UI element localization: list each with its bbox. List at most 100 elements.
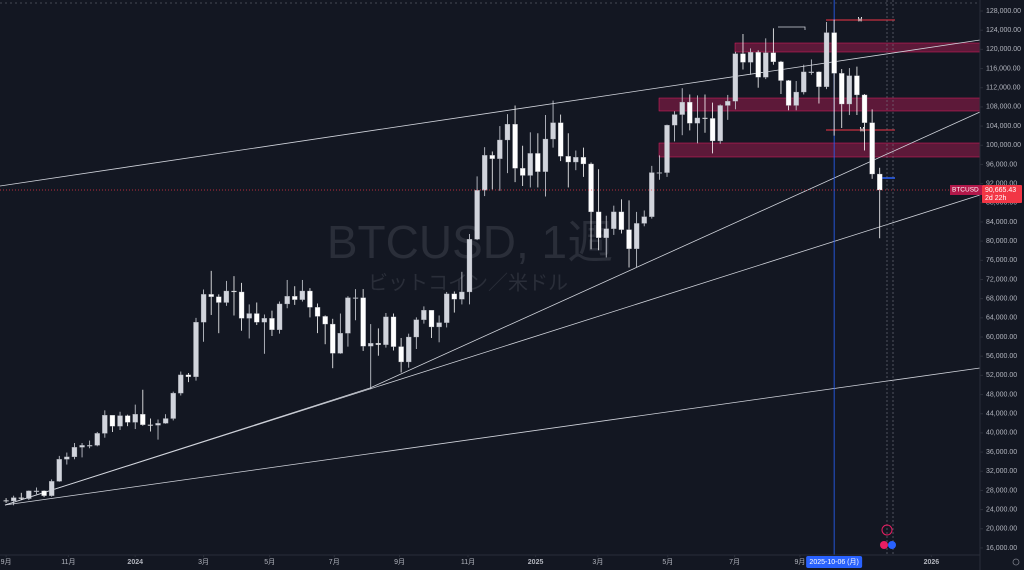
candle-body — [801, 71, 807, 93]
event-icon[interactable] — [888, 541, 896, 549]
badge-symbol: BTCUSD — [952, 187, 979, 194]
candle-body — [330, 323, 336, 354]
x-tick-label: 2025 — [528, 559, 544, 566]
candle-body — [588, 163, 594, 213]
candle-body — [390, 316, 397, 347]
candle-body — [649, 172, 655, 217]
candle-body — [504, 124, 511, 141]
y-tick-label: 44,000.00 — [986, 411, 1017, 418]
candle-body — [527, 153, 533, 176]
y-tick-label: 60,000.00 — [986, 334, 1017, 341]
candle-body — [671, 114, 678, 126]
candle-body — [322, 316, 328, 325]
trendline — [369, 111, 981, 389]
trendline — [4, 367, 981, 506]
candle-body — [747, 52, 754, 63]
candle-body — [413, 319, 419, 338]
y-tick-label: 52,000.00 — [986, 372, 1017, 379]
candle-body — [398, 346, 404, 363]
candle-body — [124, 415, 131, 423]
candle-body — [466, 239, 473, 293]
candle-body — [352, 297, 359, 299]
candle-body — [216, 296, 222, 303]
candle-body — [877, 173, 883, 191]
candle-body — [633, 223, 640, 249]
candle-body — [869, 122, 875, 175]
candle-body — [595, 211, 602, 238]
candle-body — [18, 497, 24, 499]
candle-body — [512, 124, 518, 169]
candle-body — [238, 291, 245, 319]
candle-body — [276, 303, 283, 330]
candle-body — [580, 157, 587, 165]
settings-icon[interactable] — [1012, 558, 1020, 566]
trendline — [4, 194, 981, 506]
candle-body — [725, 101, 731, 106]
candle-body — [854, 75, 860, 96]
crosshair-label-bg — [806, 556, 863, 568]
candle-body — [785, 80, 792, 106]
candle-body — [755, 52, 761, 78]
y-tick-label: 40,000.00 — [986, 430, 1017, 437]
y-tick-label: 104,000.00 — [986, 123, 1021, 130]
y-tick-label: 16,000.00 — [986, 545, 1017, 552]
y-tick-label: 64,000.00 — [986, 315, 1017, 322]
candle-body — [520, 168, 526, 176]
candle-body — [474, 190, 480, 240]
candle-body — [406, 336, 412, 363]
candle-body — [86, 445, 93, 447]
y-tick-label: 32,000.00 — [986, 468, 1017, 475]
candle-body — [3, 500, 9, 502]
x-tick-label: 11月 — [61, 558, 75, 566]
y-tick-label: 116,000.00 — [986, 65, 1021, 72]
trendline — [0, 39, 981, 187]
zone — [658, 142, 981, 158]
candle-body — [261, 318, 268, 323]
candle-body — [231, 290, 237, 293]
candle-body — [793, 91, 799, 106]
badge-price-bg — [982, 185, 1022, 204]
candle-body — [558, 122, 564, 157]
candle-body — [687, 101, 693, 124]
x-tick-label: 9月 — [394, 558, 405, 566]
y-tick-label: 48,000.00 — [986, 391, 1017, 398]
candle-body — [155, 423, 161, 426]
candle-body — [140, 414, 146, 425]
candle-body — [717, 105, 723, 142]
marker-label: M — [858, 18, 863, 24]
candle-body — [664, 124, 670, 173]
y-tick-label: 24,000.00 — [986, 506, 1017, 513]
y-tick-label: 128,000.00 — [986, 8, 1021, 15]
candle-body — [709, 118, 716, 142]
candle-body — [292, 296, 298, 300]
event-icon[interactable] — [880, 541, 888, 549]
candle-body — [383, 316, 389, 345]
candle-body — [345, 297, 351, 334]
y-tick-label: 108,000.00 — [986, 104, 1021, 111]
candle-body — [162, 418, 169, 424]
candle-body — [428, 310, 435, 328]
badge-price: 90,665.43 — [985, 187, 1016, 194]
zone — [734, 42, 981, 53]
candle-body — [694, 117, 701, 124]
candle-body — [360, 297, 366, 347]
candle-body — [702, 117, 708, 119]
candle-body — [368, 343, 374, 347]
x-tick-label: 5月 — [264, 558, 275, 566]
candle-body — [337, 333, 343, 354]
badge-symbol-bg — [950, 185, 982, 196]
candle-body — [482, 155, 488, 191]
y-tick-label: 124,000.00 — [986, 27, 1021, 34]
candle-body — [200, 294, 207, 323]
candle-body — [565, 156, 571, 163]
y-tick-label: 72,000.00 — [986, 276, 1017, 283]
candle-body — [284, 296, 290, 305]
candle-body — [71, 447, 78, 458]
candle-body — [178, 374, 184, 394]
candle-body — [611, 211, 617, 229]
x-tick-label: 7月 — [729, 558, 740, 566]
event-icon[interactable] — [881, 524, 893, 536]
